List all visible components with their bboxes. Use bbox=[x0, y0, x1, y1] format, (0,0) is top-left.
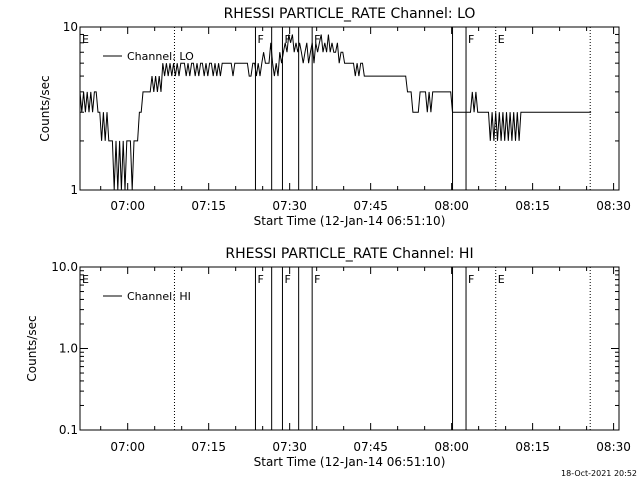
flag-label: F bbox=[284, 273, 290, 286]
plot-frame bbox=[79, 26, 620, 191]
chart-title: RHESSI PARTICLE_RATE Channel: LO bbox=[224, 6, 476, 22]
x-tick-label: 07:00 bbox=[110, 199, 145, 213]
x-tick-label: 08:30 bbox=[596, 440, 631, 454]
flag-label: E bbox=[82, 33, 89, 46]
chart-title: RHESSI PARTICLE_RATE Channel: HI bbox=[225, 246, 473, 262]
y-tick-label: 1 bbox=[70, 183, 78, 197]
flag-label: F bbox=[314, 33, 320, 46]
series-line bbox=[79, 34, 592, 191]
x-tick-label: 07:00 bbox=[110, 440, 145, 454]
y-axis-label: Counts/sec bbox=[25, 315, 39, 381]
x-tick-label: 07:15 bbox=[191, 440, 226, 454]
y-axis-label: Counts/sec bbox=[38, 75, 52, 141]
flag-label: E bbox=[82, 273, 89, 286]
y-tick-label: 0.1 bbox=[59, 423, 78, 437]
chart-panel: RHESSI PARTICLE_RATE Channel: HI E F F F F E 07… bbox=[25, 246, 631, 469]
flag-label: F bbox=[468, 273, 474, 286]
x-axis-label: Start Time (12-Jan-14 06:51:10) bbox=[254, 214, 446, 228]
x-tick-label: 07:45 bbox=[353, 199, 388, 213]
x-tick-label: 08:00 bbox=[434, 440, 469, 454]
flag-label: F bbox=[284, 33, 290, 46]
y-tick-label: 10 bbox=[63, 20, 78, 34]
flag-label: E bbox=[498, 273, 505, 286]
flag-label: F bbox=[257, 273, 263, 286]
y-tick-label: 1.0 bbox=[59, 342, 78, 356]
legend: Channel: LO bbox=[103, 50, 194, 63]
legend-entry: Channel: LO bbox=[127, 50, 194, 63]
flag-label: E bbox=[498, 33, 505, 46]
legend: Channel: HI bbox=[103, 290, 191, 303]
timestamp: 18-Oct-2021 20:52 bbox=[561, 469, 637, 478]
x-tick-label: 08:00 bbox=[434, 199, 469, 213]
x-axis-label: Start Time (12-Jan-14 06:51:10) bbox=[254, 455, 446, 469]
x-tick-label: 07:15 bbox=[191, 199, 226, 213]
y-tick-label: 10.0 bbox=[51, 260, 78, 274]
x-tick-label: 07:30 bbox=[272, 440, 307, 454]
x-tick-label: 07:30 bbox=[272, 199, 307, 213]
legend-entry: Channel: HI bbox=[127, 290, 191, 303]
x-tick-label: 08:15 bbox=[515, 440, 550, 454]
flag-label: F bbox=[314, 273, 320, 286]
flag-label: F bbox=[257, 33, 263, 46]
x-tick-label: 08:30 bbox=[596, 199, 631, 213]
flag-label: F bbox=[468, 33, 474, 46]
chart-panels: RHESSI PARTICLE_RATE Channel: LO E F F F F E 07… bbox=[25, 6, 631, 469]
x-tick-label: 07:45 bbox=[353, 440, 388, 454]
x-tick-label: 08:15 bbox=[515, 199, 550, 213]
chart-panel: RHESSI PARTICLE_RATE Channel: LO E F F F F E 07… bbox=[38, 6, 631, 228]
